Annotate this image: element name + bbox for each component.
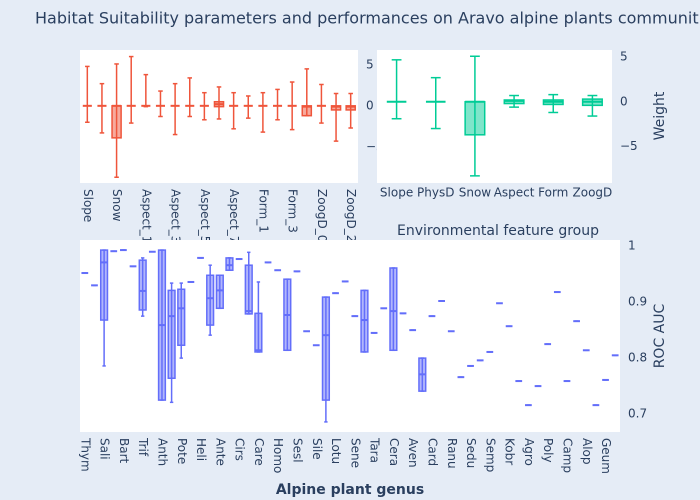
x-tick-label: Aspect_1 [139,189,153,243]
y-tick-label: 0.8 [628,351,647,365]
y-axis-title: Weight [652,91,668,140]
x-tick-label: Form [538,186,568,200]
x-tick-label: ZoogD_0 [315,189,329,242]
box [111,105,122,139]
x-tick-label: Sene [348,438,362,468]
box [254,312,263,353]
box [321,296,331,401]
x-tick-label: ZoogD [573,186,613,200]
x-tick-label: Tara [368,437,382,463]
box [206,274,215,326]
x-tick-label: Sesl [290,438,304,463]
plot-area [377,50,612,183]
x-tick-label: Poly [541,438,555,463]
x-tick-label: Camp [560,438,574,473]
x-tick-label: Sali [98,438,112,460]
x-tick-label: Geum [599,438,613,474]
x-tick-label: Anth [155,438,169,466]
x-tick-label: Sile [310,438,324,460]
x-tick-label: Ranu [445,438,459,469]
x-tick-label: Slope [81,189,95,222]
x-tick-label: Trif [136,437,150,457]
box [99,249,109,321]
y-tick-label: 0.9 [628,295,647,309]
box [244,264,253,315]
x-axis-title: Environmental feature group [397,223,599,239]
y-tick-label: 5 [620,50,628,64]
x-tick-label: Alop [580,438,594,465]
x-tick-label: Care [252,438,266,466]
x-tick-label: Sedu [464,438,478,468]
x-tick-label: Heli [194,438,208,461]
y-tick-label: 5 [366,57,374,71]
y-tick-label: 0.7 [628,407,647,421]
x-tick-label: Aven [406,438,420,468]
x-tick-label: Aspect_5 [198,189,212,243]
x-tick-label: Cirs [233,438,247,461]
x-tick-label: Aspect [494,186,535,200]
x-axis-title: Alpine plant genus [276,482,424,498]
box [167,289,176,380]
y-axis-title: ROC AUC [652,303,668,368]
x-tick-label: Snow [459,186,492,200]
figure-title: Habitat Suitability parameters and perfo… [35,9,700,28]
box [464,101,486,136]
x-tick-label: Agro [522,438,536,466]
x-tick-label: Lotu [329,438,343,464]
x-tick-label: Card [425,438,439,466]
y-tick-label: 0 [366,98,374,112]
x-tick-label: Aspect_3 [169,189,183,243]
x-tick-label: Slope [380,186,413,200]
x-tick-label: Snow [110,189,124,222]
box [138,259,147,311]
x-tick-label: Bart [117,438,131,464]
x-tick-label: Ante [213,438,227,466]
x-tick-label: PhysD [417,186,454,200]
x-tick-label: Form_3 [286,189,300,233]
x-tick-label: ZoogD_2 [344,189,358,242]
box [389,267,398,352]
box [215,274,224,310]
x-tick-label: Semp [483,438,497,472]
box [360,289,369,353]
box [225,257,234,271]
x-tick-label: Aspect_7 [227,189,241,243]
x-tick-label: Kobr [503,438,517,465]
y-tick-label: −5 [620,139,638,153]
x-tick-label: Cera [387,438,401,466]
y-tick-label: 0 [620,94,628,108]
x-tick-label: Pote [175,438,189,464]
x-tick-label: Homo [271,438,285,473]
x-tick-label: Thym [78,437,92,472]
x-tick-label: Form_1 [256,189,270,233]
box [177,288,186,346]
y-tick-label: 1 [628,239,636,253]
